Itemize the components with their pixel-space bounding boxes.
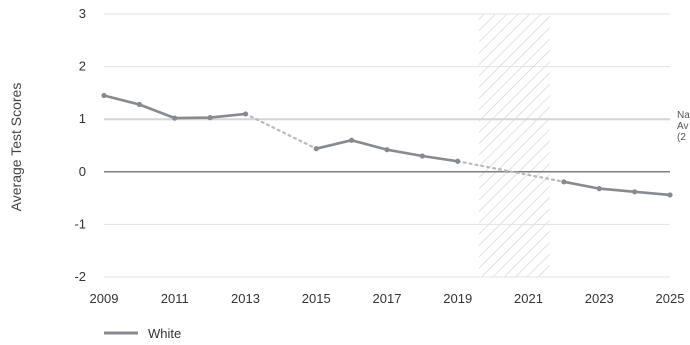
legend: White	[104, 326, 181, 341]
reference-line-label: Na	[677, 110, 690, 121]
data-point	[384, 147, 390, 153]
y-tick-label: 0	[79, 164, 86, 179]
y-tick-label: 3	[79, 6, 86, 21]
reference-line-label: Av	[677, 121, 689, 132]
data-point	[596, 186, 602, 192]
series-gap-connector	[244, 112, 318, 150]
y-tick-label: -2	[74, 269, 86, 284]
data-point	[313, 146, 319, 152]
series-line	[563, 180, 671, 197]
data-point	[136, 101, 142, 108]
data-point	[207, 115, 213, 121]
data-point	[419, 153, 425, 159]
data-point	[632, 189, 638, 195]
x-tick-label: 2023	[585, 291, 614, 306]
x-tick-label: 2013	[231, 291, 260, 306]
data-point	[172, 115, 178, 121]
data-point	[242, 111, 249, 117]
x-tick-label: 2019	[443, 291, 472, 306]
y-axis-label: Average Test Scores	[8, 83, 24, 212]
series-line	[103, 94, 246, 120]
series-gap-connector	[456, 160, 565, 183]
data-point	[455, 158, 461, 164]
x-tick-label: 2011	[161, 291, 189, 306]
x-tick-label: 2021	[514, 291, 543, 306]
y-tick-label: -1	[74, 216, 86, 231]
x-tick-label: 2025	[656, 291, 685, 306]
data-point	[349, 137, 355, 143]
x-tick-label: 2015	[302, 291, 331, 306]
reference-line-label: (2	[677, 132, 686, 143]
data-point	[101, 92, 107, 99]
shaded-region	[478, 14, 550, 277]
y-tick-label: 2	[79, 59, 86, 74]
legend-label: White	[148, 326, 181, 341]
y-tick-label: 1	[79, 111, 86, 126]
x-tick-label: 2017	[373, 291, 402, 306]
data-point	[667, 192, 673, 198]
x-tick-label: 2009	[90, 291, 119, 306]
data-point	[561, 179, 567, 185]
